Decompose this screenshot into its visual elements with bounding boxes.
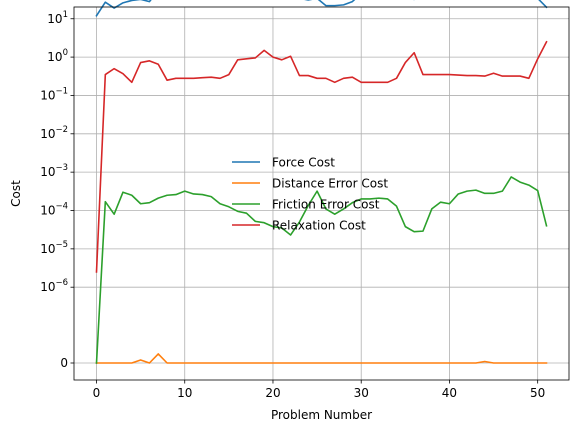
y-tick-label: 0 <box>60 356 68 370</box>
y-tick-label: 10−6 <box>40 278 68 294</box>
y-axis-ticks: 010−610−510−410−310−210−1100101102 <box>40 10 74 370</box>
plot-frame <box>73 6 570 381</box>
x-tick-label: 50 <box>530 386 545 400</box>
x-tick-label: 10 <box>177 386 192 400</box>
y-tick-label: 10−1 <box>40 86 68 102</box>
y-tick-label: 100 <box>47 48 68 64</box>
legend-label: Relaxation Cost <box>272 219 366 233</box>
x-tick-label: 40 <box>442 386 457 400</box>
x-axis-label: Problem Number <box>271 408 372 422</box>
series-line-friction-error-cost <box>95 176 548 364</box>
legend-label: Force Cost <box>272 156 335 170</box>
series-lines <box>95 0 548 364</box>
y-tick-label: 10−4 <box>40 202 68 218</box>
legend-label: Distance Error Cost <box>272 177 388 191</box>
legend: Force Cost Distance Error Cost Friction Er… <box>232 156 388 233</box>
x-tick-label: 0 <box>93 386 101 400</box>
legend-label: Friction Error Cost <box>272 198 380 212</box>
series-line-force-cost <box>95 0 548 17</box>
y-tick-label: 10−3 <box>40 163 68 179</box>
y-tick-label: 10−5 <box>40 240 68 256</box>
y-axis-label: Cost <box>9 180 23 207</box>
y-tick-label: 101 <box>47 10 68 26</box>
x-tick-label: 20 <box>265 386 280 400</box>
x-tick-label: 30 <box>354 386 369 400</box>
y-tick-label: 10−2 <box>40 125 68 141</box>
series-line-distance-error-cost <box>95 353 548 364</box>
series-line-relaxation-cost <box>95 40 548 273</box>
x-axis-ticks: 0 10 20 30 40 50 <box>93 380 545 400</box>
